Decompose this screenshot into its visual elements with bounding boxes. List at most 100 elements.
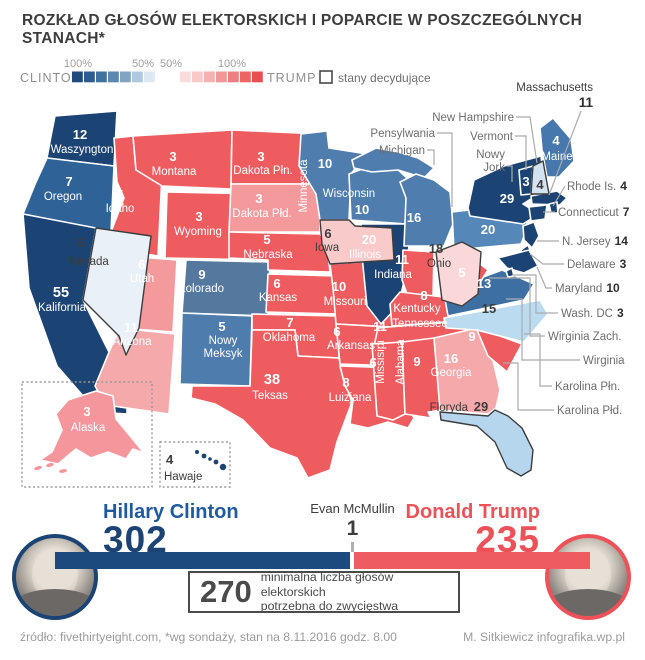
state-sd-name-label: Dakota Płd. <box>232 208 291 220</box>
callout-maryland: Maryland 10 <box>555 281 620 295</box>
state-ok-name-label: Oklahoma <box>263 332 316 344</box>
state-nd-name-label: Dakota Płn. <box>233 165 292 177</box>
state-nm-votes-label: 5 <box>218 319 225 334</box>
state-il-votes-label: 20 <box>362 232 376 247</box>
state-or-name-label: Oregon <box>44 191 82 203</box>
state-me-votes-label: 4 <box>552 133 560 148</box>
callout-massachusetts-votes: 11 <box>579 95 594 110</box>
hawaii-inset-box <box>159 441 231 488</box>
callout-rhode-island-name: Rhode Is. <box>567 181 616 193</box>
callout-connecticut-votes: 7 <box>623 205 630 219</box>
state-ny-votes-label: 29 <box>500 191 514 206</box>
alaska-inset-box <box>21 381 153 488</box>
state-md <box>497 249 539 274</box>
legend-swatch-clinton-3 <box>96 71 107 83</box>
callout-michigan: Michigan <box>379 145 425 157</box>
alaska-inset: 3 Alaska <box>21 381 153 488</box>
hawaii-island-2 <box>201 453 207 459</box>
electoral-bar-clinton-segment <box>55 552 350 569</box>
threshold-value: 270 <box>200 574 252 609</box>
callout-nowy: Nowy <box>476 149 505 161</box>
trump-photo <box>545 534 631 620</box>
state-nd-votes-label: 3 <box>257 149 264 164</box>
footer-credit: M. Sitkiewicz infografika.wp.pl <box>463 630 625 644</box>
state-ak <box>39 390 145 465</box>
state-wi-name-label: Wisconsin <box>323 188 375 200</box>
hawaii-island-5 <box>219 463 227 471</box>
state-fl-name-label: Floryda <box>430 402 469 414</box>
state-wv-votes-label: 5 <box>458 265 465 280</box>
legend-swatch-clinton-4 <box>108 71 119 83</box>
callout-wash-dc: Wash. DC 3 <box>561 306 624 320</box>
state-az-votes-label: 11 <box>124 320 138 335</box>
callout-line-karolina-pln <box>524 333 552 387</box>
callout-line-wirginia <box>506 298 580 361</box>
state-mn-name-label: Minnesota <box>298 159 310 213</box>
states <box>22 110 575 479</box>
legend-swatch-trump-2 <box>192 71 203 83</box>
page-title: ROZKŁAD GŁOSÓW ELEKTORSKICH I POPARCIE W… <box>22 12 583 47</box>
electoral-bar <box>55 552 590 569</box>
state-ak-name-label: Alaska <box>71 422 106 434</box>
callout-new-jersey-name: N. Jersey <box>562 236 611 248</box>
state-mi-votes-label: 16 <box>407 210 421 225</box>
threshold-box: 270 minimalna liczba głosów elektorskich… <box>188 569 460 613</box>
state-ut-name-label: Utah <box>130 273 154 285</box>
state-nm-name-label-2: Meksyk <box>204 348 243 360</box>
legend-trump-label: TRUMP <box>267 71 316 85</box>
state-id-name-label: Idaho <box>106 203 135 215</box>
legend-swatch-clinton-7 <box>144 71 155 83</box>
state-wy-votes-label: 3 <box>195 209 202 224</box>
legend-scale-clinton-100: 100% <box>64 58 92 70</box>
callout-karolina-pln: Karolina Płn. <box>555 381 620 393</box>
callout-line-vermont <box>515 135 527 170</box>
callout-line-pensylwania <box>437 132 453 207</box>
hawaii-island-1 <box>195 450 199 454</box>
state-ia-votes-label: 6 <box>324 226 331 241</box>
state-ut-votes-label: 6 <box>138 257 145 272</box>
state-sd-votes-label: 3 <box>255 191 262 206</box>
legend-swatch-trump-1 <box>180 71 191 83</box>
alaska-aleutian-3 <box>59 469 67 473</box>
state-id-votes-label: 4 <box>116 187 124 202</box>
state-co-votes-label: 9 <box>198 267 205 282</box>
callout-wash-dc-name: Wash. DC <box>561 308 613 320</box>
state-oh-votes-label: 18 <box>429 241 443 256</box>
callout-line-massachusetts <box>548 110 582 196</box>
state-oh-name-label: Ohio <box>427 258 451 270</box>
state-ia-name-label: Iowa <box>315 242 340 254</box>
state-al-votes-label: 9 <box>413 354 420 369</box>
state-fl-votes-label: 29 <box>474 399 488 414</box>
state-mt-votes-label: 3 <box>169 149 176 164</box>
state-sd <box>228 183 321 233</box>
state-ky-name-label: Kentucky <box>393 303 441 315</box>
state-ms <box>371 341 406 421</box>
state-ct <box>528 204 548 222</box>
state-co-name-label: Kolorado <box>178 283 224 295</box>
callout-pensylwania: Pensylwania <box>370 128 435 140</box>
legend-swatch-trump-3 <box>204 71 215 83</box>
callout-line-maryland <box>536 266 552 289</box>
state-ne-name-label: Nebraska <box>243 249 293 261</box>
callout-line-karolina-pld <box>503 362 554 411</box>
callout-delaware-name: Delaware <box>567 259 616 271</box>
callout-maryland-name: Maryland <box>555 283 602 295</box>
callout-massachusetts: Massachusetts <box>516 82 593 94</box>
state-me <box>539 117 575 178</box>
callout-new-jersey: N. Jersey 14 <box>562 234 628 248</box>
callout-delaware: Delaware 3 <box>567 257 627 271</box>
threshold-line-1: minimalna liczba głosów elektorskich <box>260 569 394 599</box>
state-in-name-label: Indiana <box>374 269 412 281</box>
state-ca-name-label: Kalifornia <box>38 302 87 314</box>
hawaii-inset: 4 Hawaje <box>159 441 231 488</box>
legend-swatch-clinton-1 <box>72 71 83 83</box>
callout-new-jersey-votes: 14 <box>615 234 629 248</box>
callout-line-delaware <box>529 253 564 265</box>
state-dc <box>505 267 515 278</box>
callout-connecticut: Connecticut 7 <box>558 205 630 219</box>
legend-swatch-trump-5 <box>228 71 239 83</box>
legend-swatch-clinton-2 <box>84 71 95 83</box>
state-or-votes-label: 7 <box>65 174 72 189</box>
state-tn-name-label: Tennessee <box>392 318 448 330</box>
